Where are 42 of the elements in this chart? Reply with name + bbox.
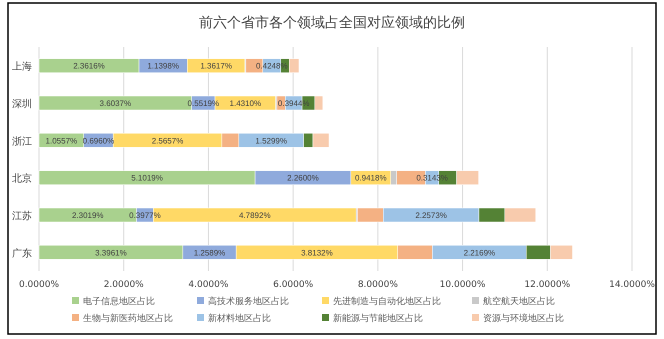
legend-label: 新材料地区占比	[208, 313, 271, 324]
y-tick-label: 北京	[12, 172, 32, 185]
data-label: 1.4310%	[230, 99, 262, 108]
data-label: 1.5299%	[255, 136, 288, 146]
data-label: 2.5657%	[152, 136, 184, 146]
legend-label: 生物与新医药地区占比	[83, 313, 173, 324]
data-label: 4.7892%	[238, 211, 271, 220]
y-tick-label: 上海	[12, 60, 32, 73]
data-label: 1.1398%	[147, 62, 179, 71]
data-label: 3.8132%	[301, 248, 333, 258]
y-tick-label: 浙江	[12, 135, 32, 148]
data-label: 1.2589%	[194, 248, 226, 258]
data-label: 2.2573%	[415, 211, 447, 220]
data-label: 2.2169%	[464, 248, 496, 258]
legend-label: 资源与环境地区占比	[483, 313, 564, 324]
x-tick-label: 2.0000%	[104, 280, 144, 290]
data-label: 3.3961%	[95, 248, 127, 258]
legend-label: 航空航天地区占比	[483, 296, 555, 307]
data-label: 2.3616%	[73, 62, 105, 71]
x-tick-label: 12.0000%	[524, 280, 571, 290]
x-tick-label: 8.0000%	[358, 280, 398, 290]
y-tick-label: 深圳	[12, 98, 32, 110]
x-tick-label: 6.0000%	[273, 280, 314, 290]
legend-label: 先进制造与自动化地区占比	[333, 296, 441, 307]
data-label: 1.0557%	[46, 136, 78, 146]
data-label: 2.3019%	[72, 211, 104, 220]
x-tick-label: 14.0000%	[609, 280, 656, 290]
data-label: 1.3617%	[200, 62, 232, 71]
y-tick-label: 江苏	[12, 210, 32, 222]
legend-label: 高技术服务地区占比	[208, 296, 289, 307]
data-label: 0.9418%	[354, 174, 387, 183]
data-label: 5.1019%	[131, 174, 163, 183]
x-tick-label: 0.0000%	[18, 280, 60, 290]
legend-label: 新能源与节能地区占比	[333, 313, 423, 324]
x-tick-label: 10.0000%	[440, 280, 486, 290]
data-label: 0.3143%	[416, 174, 448, 183]
data-label: 3.6037%	[100, 99, 132, 108]
x-tick-label: 4.0000%	[188, 280, 229, 290]
chart-title: 前六个省市各个领域占全国对应领域的比例	[199, 15, 465, 31]
legend-label: 电子信息地区占比	[83, 296, 155, 307]
data-label: 2.2600%	[287, 174, 319, 183]
y-tick-label: 广东	[12, 247, 32, 260]
